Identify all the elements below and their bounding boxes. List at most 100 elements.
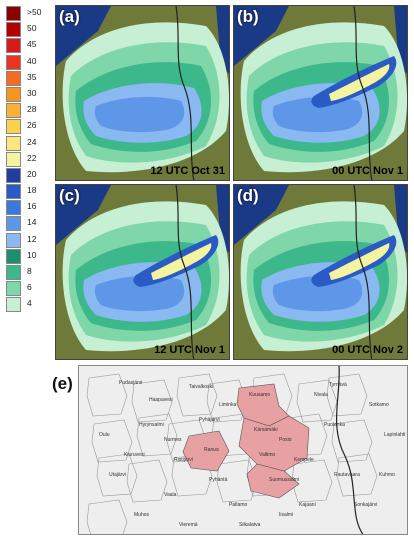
legend-label: 45 <box>27 39 37 50</box>
legend-label: 20 <box>27 168 37 179</box>
legend-swatch <box>6 184 21 200</box>
legend-entry: 30 <box>6 86 46 103</box>
panel-d-time: 00 UTC Nov 2 <box>332 344 403 356</box>
legend-label: 18 <box>27 185 37 196</box>
panel-a-time: 12 UTC Oct 31 <box>150 165 225 177</box>
legend-swatch <box>6 6 21 21</box>
municipality-boundary <box>331 419 373 463</box>
legend-entry: 28 <box>6 103 46 119</box>
field-contour-22 <box>329 64 390 101</box>
panel-d-field-map <box>234 185 407 359</box>
legend-label: 8 <box>27 266 32 276</box>
legend-entry: 10 <box>6 248 46 265</box>
legend-label: 24 <box>27 136 37 147</box>
legend-label: 40 <box>27 55 37 66</box>
legend-swatch <box>6 86 21 102</box>
legend-swatch <box>6 248 21 264</box>
municipality-boundary <box>86 373 128 417</box>
field-contour-14 <box>94 275 185 312</box>
municipality-label: Hyrynsalmi <box>139 422 164 428</box>
legend-swatch <box>6 265 21 280</box>
panel-b-tag: (b) <box>237 7 259 26</box>
municipality-label: Ristijärvi <box>174 457 193 463</box>
legend-entry: 18 <box>6 184 46 200</box>
municipality-boundary <box>131 379 173 423</box>
municipality-label: Suomussalmi <box>269 477 299 483</box>
field-contour-14 <box>272 96 363 133</box>
legend-entry: 40 <box>6 54 46 71</box>
legend-label: 16 <box>27 201 37 212</box>
color-legend: >50 50 45 40 35 30 28 26 24 22 20 18 16 14 12 10 8 6 4 <box>6 6 46 314</box>
field-contour-14 <box>272 275 363 312</box>
legend-swatch <box>6 216 21 232</box>
sea-area <box>394 6 407 74</box>
sea-area <box>56 185 111 245</box>
legend-label: 35 <box>27 71 37 82</box>
legend-label: 12 <box>27 233 37 244</box>
legend-label: >50 <box>27 7 42 17</box>
border-line <box>175 6 195 180</box>
sea-area <box>56 6 111 66</box>
legend-swatch <box>6 103 21 119</box>
legend-swatch <box>6 151 21 167</box>
legend-entry: 24 <box>6 135 46 152</box>
legend-swatch <box>6 70 21 86</box>
municipality-label: Pyhäntä <box>209 477 228 483</box>
sea-area <box>234 185 289 245</box>
panel-d-tag: (d) <box>237 186 259 205</box>
municipality-label: Nivala <box>314 392 328 398</box>
border-line <box>175 185 195 359</box>
highlighted-municipality <box>238 415 310 472</box>
municipality-map: Pudasjärvi Taivalkoski Kuusamo Posio Ranua Su… <box>78 365 408 535</box>
highlighted-municipality <box>246 463 300 499</box>
legend-entry: >50 <box>6 6 46 22</box>
municipality-label: Siikalatva <box>239 522 261 528</box>
municipality-label: Pyhäjärvi <box>199 417 220 423</box>
legend-entry: 8 <box>6 265 46 281</box>
municipality-label: Utajärvi <box>109 472 126 478</box>
legend-swatch <box>6 119 21 135</box>
municipality-label: Kuusamo <box>249 392 270 398</box>
municipality-label: Kempele <box>294 457 314 463</box>
municipality-label: Vaala <box>164 492 177 498</box>
municipality-label: Sonkajärvi <box>354 502 377 508</box>
panel-d: (d) 00 UTC Nov 2 <box>233 184 408 360</box>
municipality-boundary <box>126 459 168 503</box>
legend-label: 22 <box>27 152 37 163</box>
municipality-label: Valtimo <box>259 452 276 458</box>
municipality-label: Liminka <box>219 402 236 408</box>
municipality-label: Tyrnävä <box>329 382 347 388</box>
legend-entry: 6 <box>6 281 46 297</box>
legend-entry: 35 <box>6 70 46 87</box>
field-contour-22 <box>329 243 390 280</box>
sea-area <box>234 6 289 66</box>
municipality-label: Lapinlahti <box>384 432 405 438</box>
municipality-label: Ranua <box>204 447 219 453</box>
municipality-label: Haapavesi <box>149 397 173 403</box>
legend-label: 30 <box>27 87 37 98</box>
municipality-label: Rautavaara <box>334 472 360 478</box>
legend-entry: 20 <box>6 167 46 184</box>
municipality-label: Vieremä <box>179 522 198 528</box>
legend-entry: 50 <box>6 22 46 38</box>
panel-a-field-map <box>56 6 229 180</box>
border-line <box>353 6 373 180</box>
municipality-label: Kajaani <box>299 502 316 508</box>
municipality-label: Paltamo <box>229 502 248 508</box>
legend-swatch <box>6 167 21 183</box>
municipality-label: Kiuruvesi <box>124 452 145 458</box>
panel-a: (a) 12 UTC Oct 31 <box>55 5 230 181</box>
legend-label: 28 <box>27 104 37 115</box>
legend-entry: 45 <box>6 38 46 54</box>
legend-entry: 4 <box>6 297 46 313</box>
panel-a-tag: (a) <box>59 7 80 26</box>
panel-c-time: 12 UTC Nov 1 <box>154 344 225 356</box>
legend-label: 14 <box>27 217 37 228</box>
legend-entry: 26 <box>6 119 46 135</box>
municipality-map-svg: Pudasjärvi Taivalkoski Kuusamo Posio Ranua Su… <box>79 366 407 534</box>
municipality-boundary <box>176 373 218 417</box>
municipality-label: Muhos <box>134 512 150 518</box>
panel-c-field-map <box>56 185 229 359</box>
sea-area <box>394 185 407 253</box>
border-line <box>353 185 373 359</box>
